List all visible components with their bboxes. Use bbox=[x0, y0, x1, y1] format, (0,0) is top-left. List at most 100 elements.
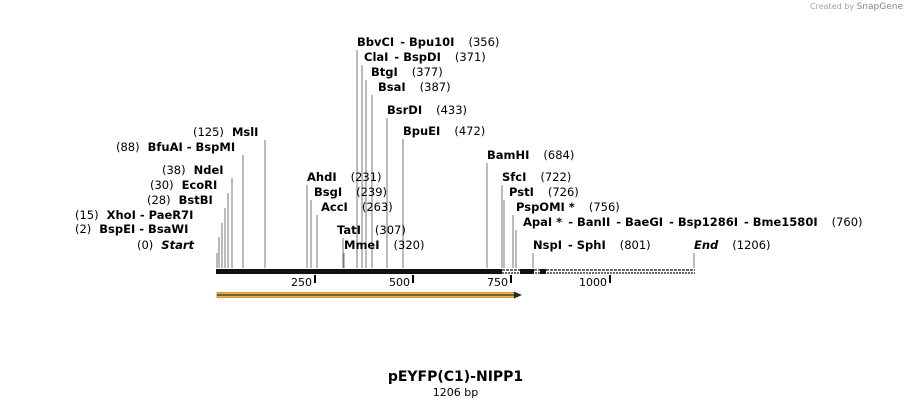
site-enzyme-name: TatI bbox=[337, 223, 361, 237]
site-label-xhoi[interactable]: (15) XhoI - PaeR7I bbox=[75, 208, 193, 222]
site-label-end[interactable]: End (1206) bbox=[694, 238, 771, 252]
site-enzyme-name: - BanII bbox=[568, 215, 610, 229]
credit-prefix: Created by bbox=[810, 2, 855, 11]
site-position: (433) bbox=[436, 103, 467, 117]
site-enzyme-name: - Bsp1286I bbox=[669, 215, 738, 229]
site-label-acci[interactable]: AccI (263) bbox=[321, 200, 393, 214]
site-enzyme-name: BsaI bbox=[378, 80, 406, 94]
site-enzyme-name: BsrDI bbox=[387, 103, 422, 117]
site-position: (472) bbox=[454, 124, 485, 138]
site-position: (801) bbox=[620, 238, 651, 252]
site-label-apai[interactable]: ApaI * - BanII - BaeGI - Bsp1286I - Bme1580I… bbox=[523, 215, 863, 229]
site-position: (239) bbox=[356, 185, 387, 199]
site-position: (722) bbox=[540, 170, 571, 184]
site-label-bsai[interactable]: BsaI (387) bbox=[378, 80, 451, 94]
site-enzyme-name: BbvCI bbox=[357, 35, 394, 49]
plasmid-length: 1206 bp bbox=[432, 386, 479, 399]
scale-tick-label: 750 bbox=[487, 276, 508, 289]
site-enzyme-name: - Bme1580I bbox=[744, 215, 818, 229]
site-position: (307) bbox=[375, 223, 406, 237]
site-label-tati[interactable]: TatI (307) bbox=[337, 223, 406, 237]
site-label-ndei[interactable]: (38) NdeI bbox=[162, 163, 224, 177]
site-position: (263) bbox=[362, 200, 393, 214]
snapgene-logo: SnapGene bbox=[856, 2, 903, 12]
site-label-ecori[interactable]: (30) EcoRI bbox=[150, 178, 217, 192]
site-label-bsgi[interactable]: BsgI (239) bbox=[314, 185, 387, 199]
site-enzyme-name: AccI bbox=[321, 200, 348, 214]
site-enzyme-name: MmeI bbox=[344, 238, 380, 252]
site-position: (125) bbox=[193, 125, 224, 139]
site-enzyme-name: - BspMI bbox=[187, 140, 235, 154]
site-position: (30) bbox=[150, 178, 174, 192]
site-position: (760) bbox=[832, 215, 863, 229]
feature-arrow[interactable] bbox=[216, 291, 522, 299]
site-position: (377) bbox=[412, 65, 443, 79]
scale-tick-label: 250 bbox=[291, 276, 312, 289]
site-label-bbvci[interactable]: BbvCI - Bpu10I (356) bbox=[357, 35, 499, 49]
site-label-psti[interactable]: PstI (726) bbox=[509, 185, 579, 199]
site-label-bspei[interactable]: (2) BspEI - BsaWI bbox=[75, 222, 188, 236]
site-enzyme-name: BsgI bbox=[314, 185, 342, 199]
site-label-bamhi[interactable]: BamHI (684) bbox=[487, 148, 574, 162]
site-label-clai[interactable]: ClaI - BspDI (371) bbox=[364, 50, 486, 64]
site-enzyme-name: BstBI bbox=[179, 193, 213, 207]
site-label-nspi[interactable]: NspI - SphI (801) bbox=[533, 238, 651, 252]
site-enzyme-name: - SphI bbox=[568, 238, 606, 252]
site-label-start[interactable]: (0) Start bbox=[137, 238, 195, 252]
site-enzyme-name: XhoI bbox=[107, 208, 136, 222]
site-enzyme-name: BpuEI bbox=[403, 124, 440, 138]
site-position: (320) bbox=[394, 238, 425, 252]
site-enzyme-name: EcoRI bbox=[182, 178, 218, 192]
site-position: (231) bbox=[351, 170, 382, 184]
site-position: (1206) bbox=[732, 238, 770, 252]
site-enzyme-name: BfuAI bbox=[148, 140, 183, 154]
site-position: (356) bbox=[468, 35, 499, 49]
site-enzyme-name: Start bbox=[161, 238, 194, 252]
site-enzyme-name: ClaI bbox=[364, 50, 388, 64]
site-enzyme-name: - BspDI bbox=[394, 50, 440, 64]
site-label-bfuai[interactable]: (88) BfuAI - BspMI bbox=[116, 140, 235, 154]
site-enzyme-name: NspI bbox=[533, 238, 562, 252]
site-enzyme-name: ApaI * bbox=[523, 215, 562, 229]
site-enzyme-name: - BsaWI bbox=[139, 222, 188, 236]
site-enzyme-name: BspEI bbox=[99, 222, 135, 236]
site-enzyme-name: SfcI bbox=[502, 170, 526, 184]
site-enzyme-name: BamHI bbox=[487, 148, 529, 162]
scale-tick-label: 1000 bbox=[579, 276, 607, 289]
site-enzyme-name: PstI bbox=[509, 185, 534, 199]
site-label-pspomi[interactable]: PspOMI * (756) bbox=[516, 200, 620, 214]
site-position: (38) bbox=[162, 163, 186, 177]
site-enzyme-name: - PaeR7I bbox=[140, 208, 194, 222]
sequence-backbone bbox=[216, 269, 695, 274]
site-enzyme-name: - Bpu10I bbox=[400, 35, 454, 49]
site-position: (15) bbox=[75, 208, 99, 222]
site-label-bpuei[interactable]: BpuEI (472) bbox=[403, 124, 485, 138]
site-enzyme-name: End bbox=[694, 238, 719, 252]
site-position: (756) bbox=[589, 200, 620, 214]
site-enzyme-name: AhdI bbox=[307, 170, 337, 184]
site-label-bstbi[interactable]: (28) BstBI bbox=[147, 193, 213, 207]
site-label-sfci[interactable]: SfcI (722) bbox=[502, 170, 571, 184]
site-enzyme-name: - BaeGI bbox=[616, 215, 663, 229]
site-enzyme-name: MslI bbox=[232, 125, 259, 139]
site-position: (2) bbox=[75, 222, 91, 236]
site-position: (684) bbox=[543, 148, 574, 162]
scale-tick-label: 500 bbox=[389, 276, 410, 289]
site-position: (28) bbox=[147, 193, 171, 207]
site-label-btgi[interactable]: BtgI (377) bbox=[371, 65, 443, 79]
site-position: (387) bbox=[420, 80, 451, 94]
snapgene-credit: Created by SnapGene bbox=[810, 2, 903, 12]
site-position: (726) bbox=[548, 185, 579, 199]
site-label-bsrdi[interactable]: BsrDI (433) bbox=[387, 103, 467, 117]
site-enzyme-name: BtgI bbox=[371, 65, 398, 79]
site-label-msli[interactable]: (125) MslI bbox=[193, 125, 258, 139]
site-position: (88) bbox=[116, 140, 140, 154]
plasmid-name: pEYFP(C1)-NIPP1 bbox=[387, 369, 524, 385]
site-enzyme-name: NdeI bbox=[194, 163, 224, 177]
site-label-ahdi[interactable]: AhdI (231) bbox=[307, 170, 382, 184]
site-enzyme-name: PspOMI * bbox=[516, 200, 575, 214]
site-position: (371) bbox=[455, 50, 486, 64]
site-label-mmei[interactable]: MmeI (320) bbox=[344, 238, 424, 252]
site-position: (0) bbox=[137, 238, 153, 252]
